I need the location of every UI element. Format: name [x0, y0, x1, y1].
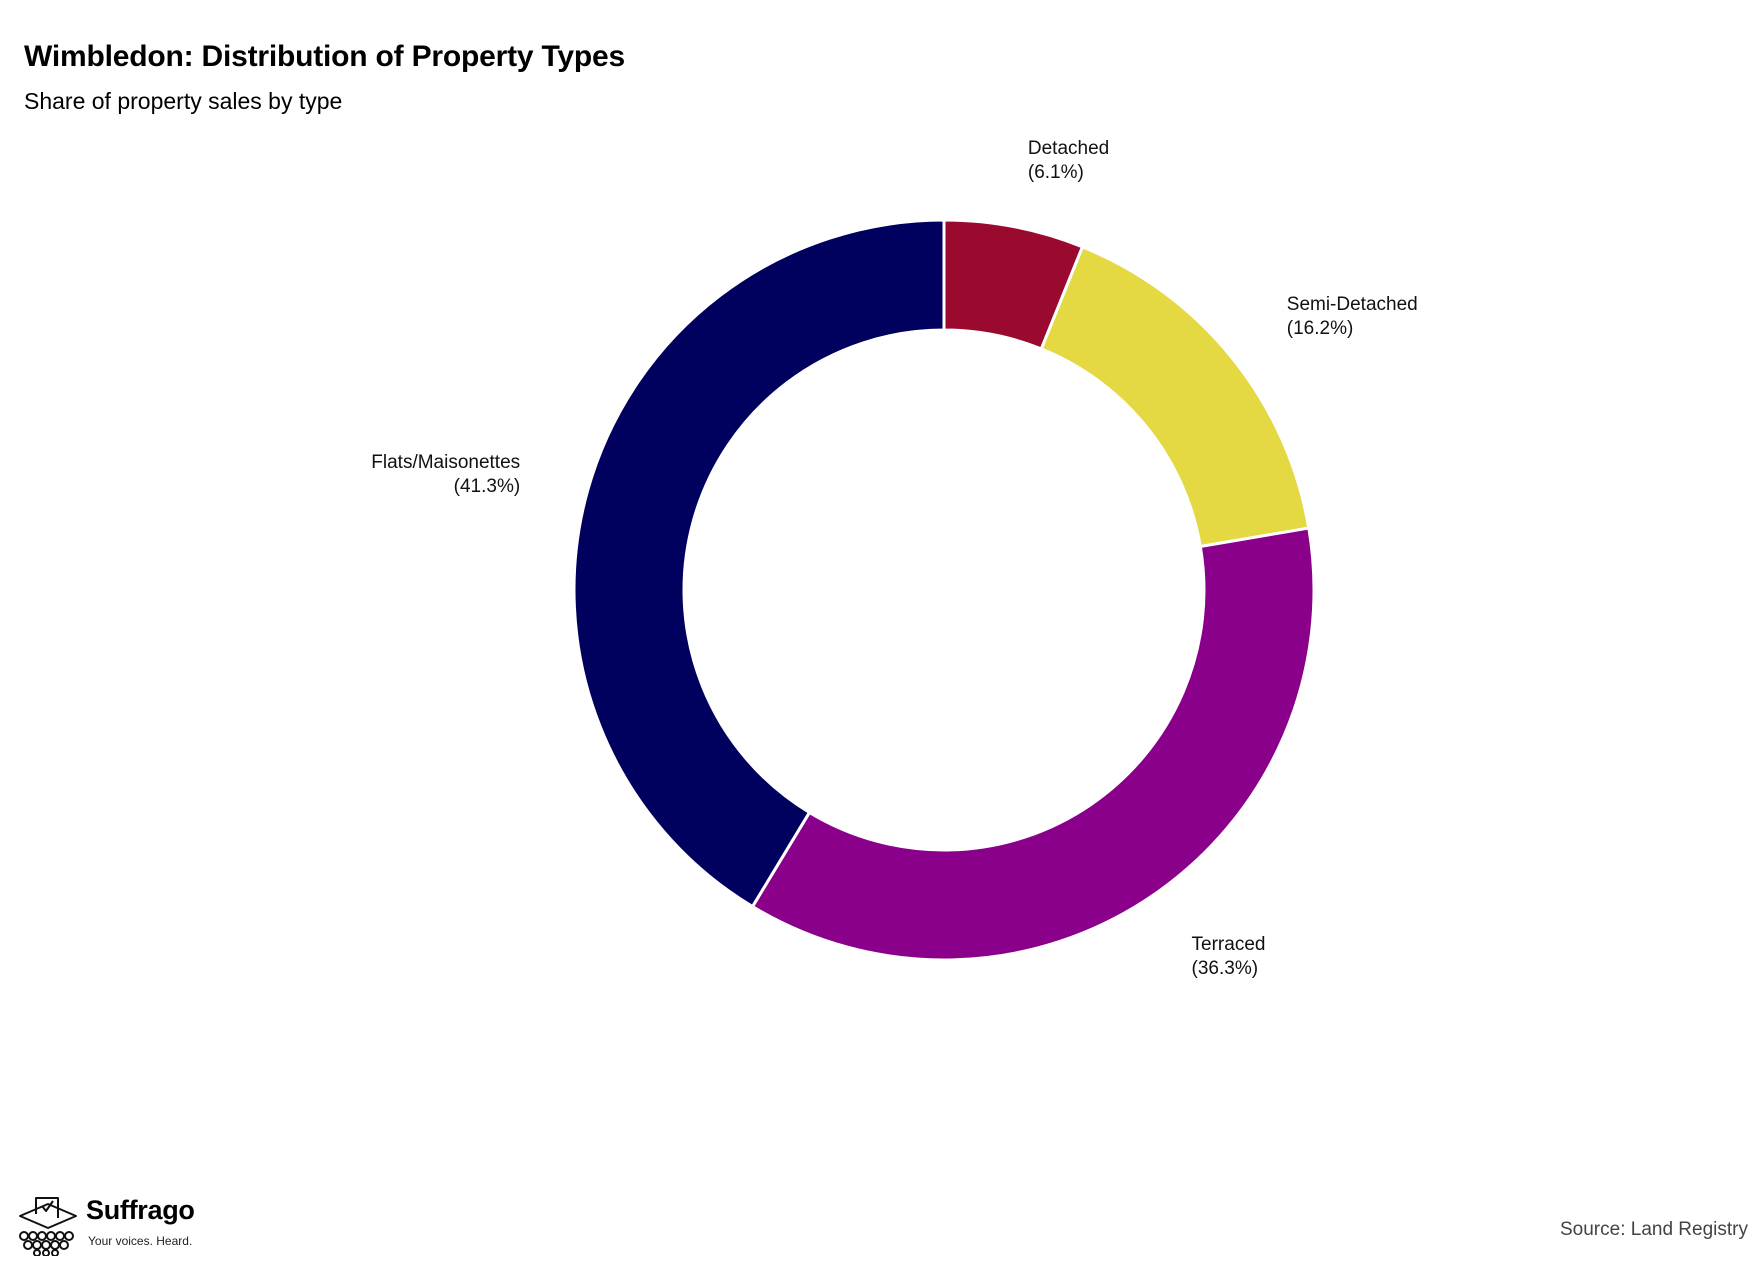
source-note: Source: Land Registry — [1560, 1219, 1748, 1240]
label-flats-maisonettes: Flats/Maisonettes (41.3%) — [371, 452, 520, 497]
ballot-box-icon — [19, 1197, 77, 1256]
slice-semi-detached — [1039, 244, 1311, 549]
slice-flats-maisonettes — [572, 218, 946, 909]
donut-slices — [572, 218, 1316, 962]
label-detached: Detached (6.1%) — [1028, 138, 1109, 183]
chart-title: Wimbledon: Distribution of Property Type… — [24, 40, 625, 73]
donut-labels: Detached (6.1%) Semi-Detached (16.2%) Terrac… — [371, 138, 1417, 979]
label-terraced: Terraced (36.3%) — [1192, 934, 1266, 979]
suffrago-logo: Suffrago Your voices. Heard. — [14, 1192, 234, 1262]
slice-terraced — [750, 526, 1316, 962]
chart-subtitle: Share of property sales by type — [24, 88, 343, 114]
logo-name: Suffrago — [86, 1195, 195, 1225]
label-semi-detached: Semi-Detached (16.2%) — [1287, 294, 1418, 339]
logo-tagline: Your voices. Heard. — [88, 1234, 193, 1248]
